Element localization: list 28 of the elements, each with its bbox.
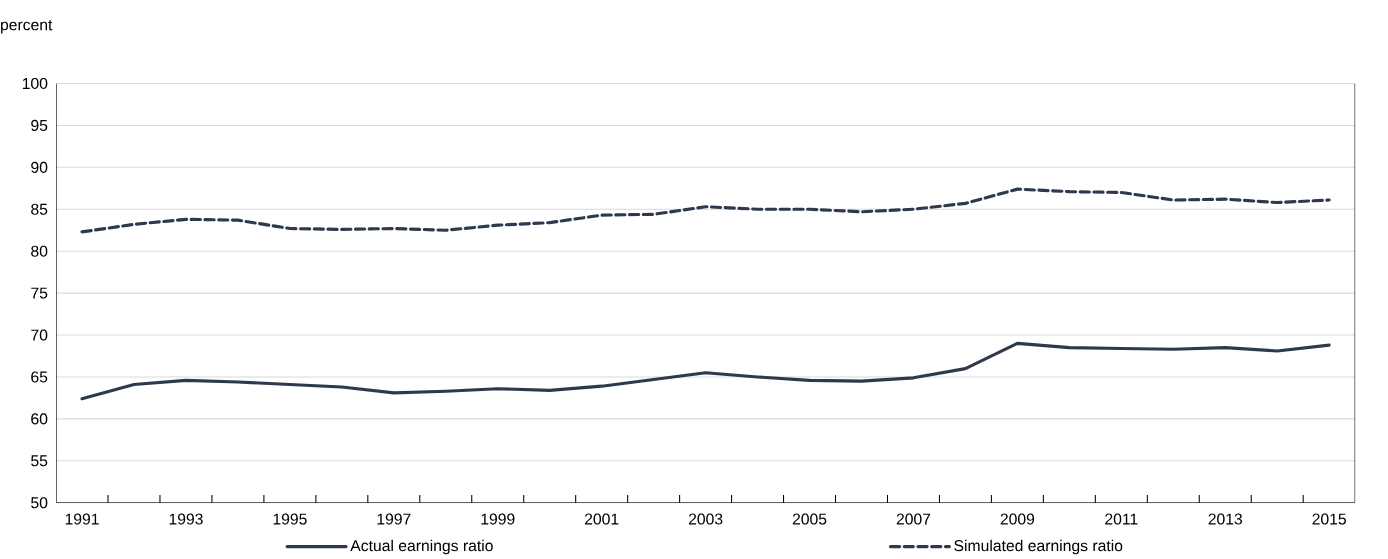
x-tick-label: 1999	[481, 513, 515, 525]
x-tick-label: 1993	[169, 513, 203, 525]
x-tick-label: 2001	[584, 513, 619, 525]
x-tick-label: 2003	[688, 513, 723, 525]
x-tick-label: 2013	[1208, 513, 1243, 525]
x-tick-label: 2011	[1105, 513, 1138, 525]
y-tick-label: 90	[31, 161, 48, 174]
y-axis-title: percent	[1, 20, 53, 34]
y-tick-label: 75	[31, 287, 48, 299]
y-tick-label: 80	[31, 245, 48, 257]
legend-label: Simulated earnings ratio	[954, 539, 1123, 555]
y-tick-label: 95	[31, 120, 48, 132]
x-tick-label: 1995	[273, 513, 307, 525]
legend-label: Actual earnings ratio	[350, 539, 493, 555]
y-tick-label: 85	[31, 203, 48, 215]
x-tick-label: 1991	[65, 513, 99, 525]
y-tick-label: 100	[22, 78, 48, 90]
y-tick-label: 65	[31, 371, 48, 383]
x-tick-label: 2005	[792, 513, 827, 525]
x-tick-label: 2007	[896, 513, 931, 525]
y-tick-label: 55	[31, 455, 48, 467]
x-tick-label: 2009	[1000, 513, 1035, 525]
y-tick-label: 50	[31, 497, 48, 509]
y-tick-label: 70	[31, 329, 48, 341]
y-tick-label: 60	[31, 413, 48, 425]
x-tick-label: 1997	[377, 513, 411, 525]
line-series	[80, 187, 1331, 234]
x-tick-label: 2015	[1312, 513, 1346, 525]
